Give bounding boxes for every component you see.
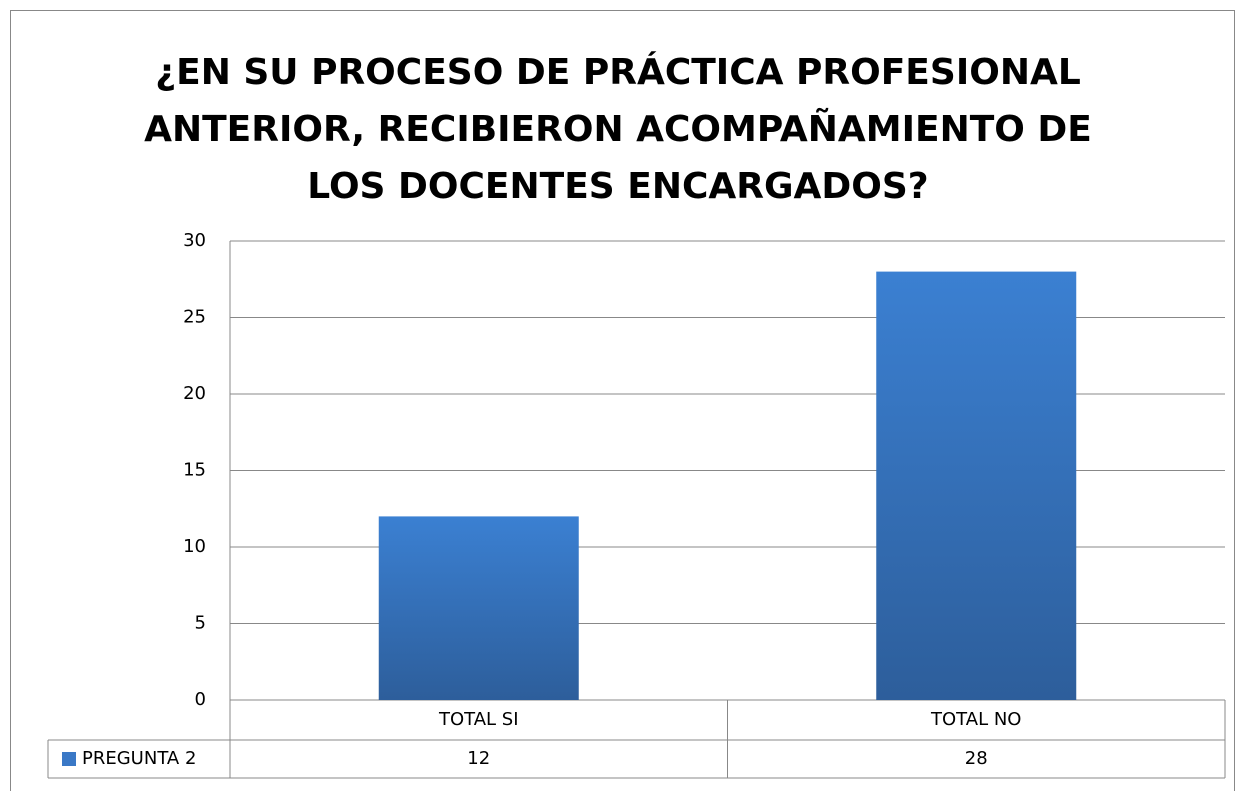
x-tick-label: TOTAL NO xyxy=(930,709,1021,730)
chart-title: ANTERIOR, RECIBIERON ACOMPAÑAMIENTO DE xyxy=(144,108,1092,150)
table-value: 28 xyxy=(965,748,988,769)
y-tick-label: 5 xyxy=(195,613,206,634)
bar xyxy=(876,271,1077,700)
legend-swatch xyxy=(62,752,76,766)
y-tick-label: 15 xyxy=(183,460,206,481)
y-tick-label: 10 xyxy=(183,536,206,557)
y-tick-label: 0 xyxy=(195,689,206,710)
y-tick-label: 25 xyxy=(183,307,206,328)
x-tick-label: TOTAL SI xyxy=(438,709,519,730)
chart-title: LOS DOCENTES ENCARGADOS? xyxy=(307,166,928,207)
legend-label: PREGUNTA 2 xyxy=(82,748,196,769)
table-value: 12 xyxy=(467,748,490,769)
chart-title: ¿EN SU PROCESO DE PRÁCTICA PROFESIONAL xyxy=(155,51,1081,93)
y-tick-label: 20 xyxy=(183,383,206,404)
bar xyxy=(378,516,579,700)
y-tick-label: 30 xyxy=(183,230,206,251)
